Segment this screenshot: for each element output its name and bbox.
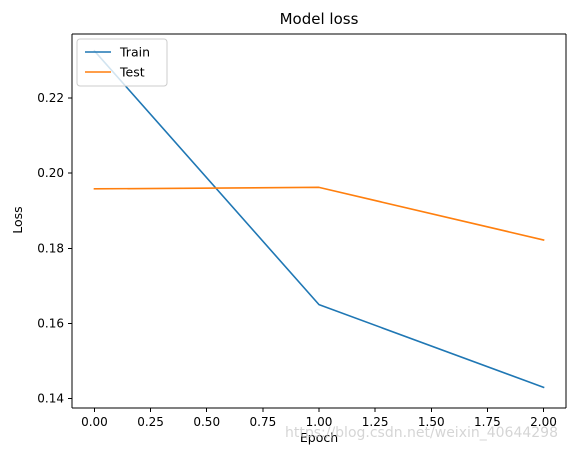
y-axis-label: Loss: [10, 206, 25, 233]
x-tick-label: 0.50: [193, 415, 220, 429]
y-tick-label: 0.22: [37, 91, 64, 105]
y-tick-label: 0.18: [37, 241, 64, 255]
y-tick-label: 0.14: [37, 392, 64, 406]
x-tick-label: 1.00: [306, 415, 333, 429]
x-axis-label: Epoch: [300, 430, 338, 445]
series-line-test: [93, 186, 545, 241]
watermark-text: https://blog.csdn.net/weixin_40644298: [285, 425, 558, 441]
series-line-train: [93, 49, 545, 389]
x-tick-label: 0.25: [137, 415, 164, 429]
x-tick-label: 0.00: [81, 415, 108, 429]
legend-box: [76, 38, 168, 87]
x-tick-label: 1.25: [362, 415, 389, 429]
y-tick-label: 0.16: [37, 316, 64, 330]
x-tick-label: 0.75: [250, 415, 277, 429]
plot-area: 0.00 0.25 0.50 0.75 1.00 1.25 1.50 1.75 2.00 0.14…: [37, 33, 567, 429]
x-tick-label: 1.75: [474, 415, 501, 429]
chart-title: Model loss: [280, 10, 359, 28]
y-tick-label: 0.20: [37, 166, 64, 180]
x-tick-label: 2.00: [530, 415, 557, 429]
x-tick-label: 1.50: [418, 415, 445, 429]
legend-label-train: Train: [119, 45, 150, 60]
legend-label-test: Test: [119, 65, 145, 80]
